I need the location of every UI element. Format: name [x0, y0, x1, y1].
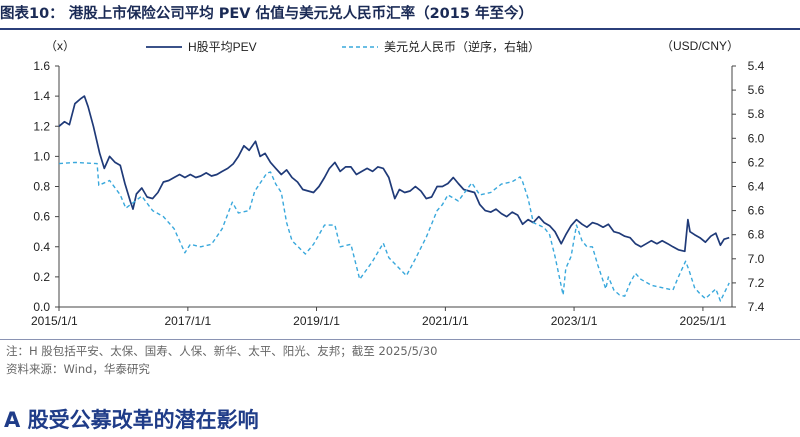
left-axis-tick-label: 1.6: [33, 59, 50, 73]
right-axis-tick-label: 5.6: [748, 83, 765, 97]
right-axis-tick-label: 5.8: [748, 107, 765, 121]
left-axis-tick-label: 1.4: [33, 89, 50, 103]
section-heading: A 股受公募改革的潜在影响: [4, 408, 259, 432]
x-axis-tick-label: 2023/1/1: [551, 314, 598, 328]
left-axis-unit: （x）: [45, 39, 75, 53]
legend-label-usdcny: 美元兑人民币（逆序，右轴）: [384, 39, 540, 54]
right-axis-tick-label: 6.4: [748, 180, 765, 194]
left-axis-tick-label: 0.6: [33, 210, 50, 224]
left-axis-tick-label: 1.2: [33, 119, 50, 133]
chart-source: 资料来源：Wind，华泰研究: [6, 362, 150, 376]
right-axis-tick-label: 6.8: [748, 228, 765, 242]
x-axis-tick-label: 2025/1/1: [680, 314, 727, 328]
right-axis-tick-label: 7.2: [748, 276, 765, 290]
series-line-h-pev: [58, 95, 730, 253]
chart-note: 注：H 股包括平安、太保、国寿、人保、新华、太平、阳光、友邦；截至 2025/5…: [6, 344, 438, 358]
chart-series: [58, 95, 730, 302]
right-axis-tick-label: 7.4: [748, 300, 765, 314]
chart-legend: H股平均PEV 美元兑人民币（逆序，右轴）: [146, 39, 540, 54]
right-axis-tick-label: 7.0: [748, 252, 765, 266]
series-line-usdcny: [58, 161, 730, 302]
figure-title: 图表10： 港股上市保险公司平均 PEV 估值与美元兑人民币汇率（2015 年至…: [0, 6, 533, 22]
right-axis-tick-label: 6.6: [748, 204, 765, 218]
right-axis-tick-label: 6.0: [748, 131, 765, 145]
x-axis-tick-label: 2021/1/1: [422, 314, 469, 328]
left-axis-tick-label: 0.4: [33, 240, 50, 254]
left-axis-tick-label: 0.2: [33, 270, 50, 284]
left-axis-tick-label: 0.0: [33, 300, 50, 314]
title-rule: [0, 28, 800, 30]
right-axis-tick-label: 5.4: [748, 59, 765, 73]
chart-pev-vs-fx: 0.0 0.2 0.4 0.6 0.8 1.0 1.2 1.4 1.6 5.4 5.6 5.8 6.0 6…: [31, 39, 765, 328]
legend-label-h-pev: H股平均PEV: [188, 40, 257, 54]
footer-rule: [0, 339, 800, 340]
chart-axes: 0.0 0.2 0.4 0.6 0.8 1.0 1.2 1.4 1.6 5.4 5.6 5.8 6.0 6…: [31, 39, 765, 328]
x-axis-tick-label: 2015/1/1: [31, 314, 78, 328]
x-axis-tick-label: 2017/1/1: [164, 314, 211, 328]
left-axis-tick-label: 1.0: [33, 149, 50, 163]
right-axis-tick-label: 6.2: [748, 155, 765, 169]
right-axis-unit: （USD/CNY）: [661, 39, 739, 53]
x-axis-tick-label: 2019/1/1: [293, 314, 340, 328]
left-axis-tick-label: 0.8: [33, 180, 50, 194]
